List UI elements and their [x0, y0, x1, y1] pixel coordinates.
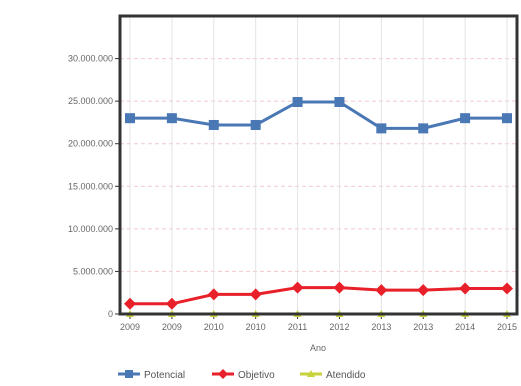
data-point	[292, 96, 303, 107]
data-point	[459, 282, 472, 295]
x-tick-label: 2010	[246, 322, 266, 332]
y-tick-label: 5.000.000	[73, 266, 113, 276]
series-line	[130, 286, 507, 306]
legend-swatch-marker	[218, 369, 228, 379]
x-axis: 2009 2009 2010 2010 2011 2012 2013 2013 2014 2015	[120, 314, 517, 332]
y-tick-label: 0	[108, 309, 113, 319]
series-potencial	[125, 96, 512, 134]
data-point	[165, 297, 178, 310]
y-tick-label: 25.000.000	[68, 96, 113, 106]
x-tick-label: 2009	[162, 322, 182, 332]
data-point	[418, 123, 429, 134]
data-point	[207, 288, 220, 301]
data-point	[334, 96, 345, 107]
legend-label: Potencial	[144, 370, 185, 381]
x-tick-label: 2015	[497, 322, 517, 332]
legend-item: Atendido	[300, 370, 366, 381]
series-objetivo	[124, 281, 513, 310]
data-point	[166, 113, 177, 124]
x-tick-label: 2012	[329, 322, 349, 332]
legend-item: Potencial	[118, 370, 185, 381]
data-point	[125, 113, 135, 124]
x-axis-title: Ano	[310, 343, 326, 353]
series-line	[130, 100, 507, 130]
data-point	[333, 281, 346, 294]
data-point	[502, 113, 512, 124]
plot-area	[120, 16, 517, 314]
y-tick-label: 10.000.000	[68, 224, 113, 234]
y-axis: 0 5.000.000 10.000.000 15.000.000 20.000.000…	[68, 54, 120, 319]
x-tick-label: 2011	[288, 322, 307, 332]
y-tick-label: 30.000.000	[68, 54, 113, 64]
data-point	[417, 284, 430, 297]
y-tick-label: 15.000.000	[68, 181, 113, 191]
x-tick-label: 2014	[455, 322, 475, 332]
x-tick-label: 2013	[413, 322, 433, 332]
legend-label: Atendido	[326, 370, 366, 381]
x-tick-label: 2009	[120, 322, 140, 332]
data-point	[376, 123, 387, 134]
legend-label: Objetivo	[238, 370, 275, 381]
legend-swatch-marker	[125, 370, 133, 378]
x-tick-label: 2013	[371, 322, 391, 332]
legend: Potencial Objetivo Atendido	[118, 369, 366, 381]
data-point	[460, 113, 471, 124]
data-point	[208, 119, 219, 130]
legend-swatch-marker	[307, 370, 315, 377]
data-point	[375, 284, 388, 297]
x-tick-label: 2010	[204, 322, 224, 332]
data-point	[250, 119, 261, 130]
y-tick-label: 20.000.000	[68, 139, 113, 149]
plot-frame	[118, 14, 519, 316]
legend-item: Objetivo	[212, 369, 275, 381]
data-point	[501, 282, 513, 295]
data-point	[124, 297, 136, 310]
data-point	[291, 281, 304, 294]
data-point	[249, 288, 262, 301]
